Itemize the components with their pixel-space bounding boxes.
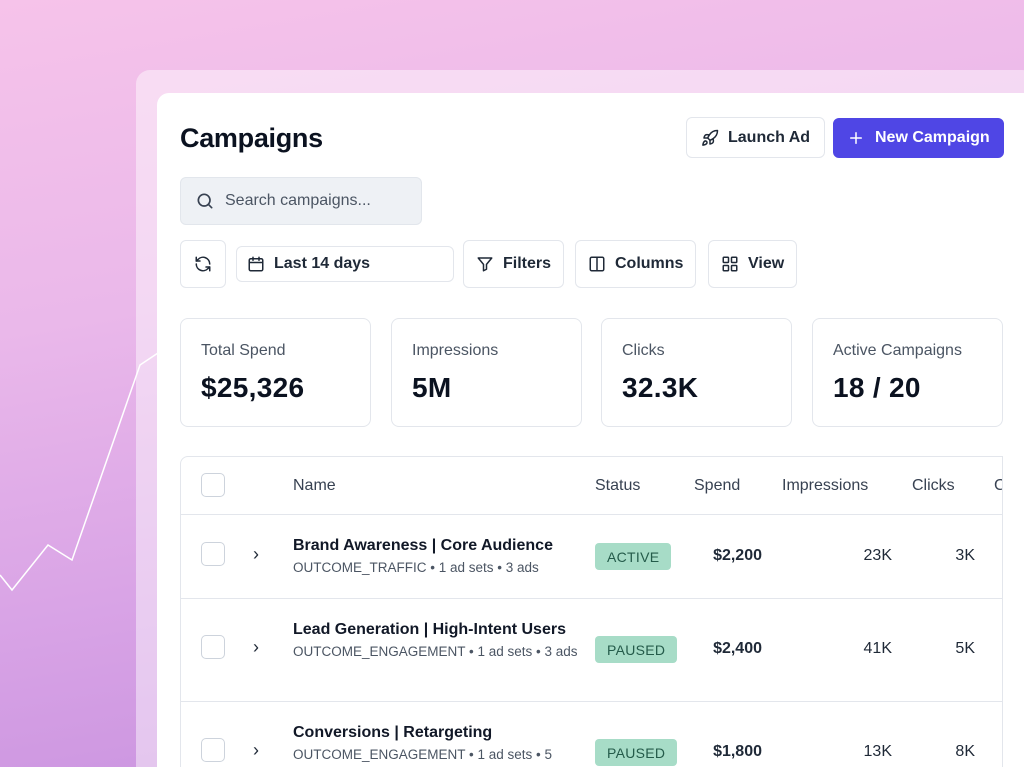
impressions-cell: 41K bbox=[863, 640, 892, 657]
spend-cell: $2,200 bbox=[713, 547, 762, 564]
row-checkbox[interactable] bbox=[201, 738, 225, 762]
stat-label: Active Campaigns bbox=[833, 342, 962, 359]
clicks-cell: 5K bbox=[955, 640, 975, 657]
stat-value: 32.3K bbox=[622, 372, 699, 403]
stat-label: Clicks bbox=[622, 342, 665, 359]
column-header-status[interactable]: Status bbox=[595, 477, 641, 494]
table-header: Name Status Spend Impressions Clicks C bbox=[181, 457, 1002, 515]
new-campaign-label: New Campaign bbox=[875, 129, 990, 146]
clicks-cell: 3K bbox=[955, 547, 975, 564]
status-badge: ACTIVE bbox=[595, 543, 672, 570]
filter-icon bbox=[477, 257, 493, 272]
chevron-right-icon[interactable]: › bbox=[253, 544, 259, 564]
date-range-button[interactable]: Last 14 days bbox=[236, 246, 454, 282]
launch-ad-button[interactable]: Launch Ad bbox=[686, 117, 826, 158]
stat-card-clicks: Clicks 32.3K bbox=[601, 318, 792, 427]
campaign-meta: OUTCOME_ENGAGEMENT • 1 ad sets • 3 ads bbox=[293, 644, 578, 659]
new-campaign-button[interactable]: New Campaign bbox=[833, 118, 1004, 158]
filters-label: Filters bbox=[503, 255, 552, 272]
filters-button[interactable]: Filters bbox=[463, 240, 565, 288]
column-header-more[interactable]: C bbox=[994, 477, 1002, 495]
column-header-impressions[interactable]: Impressions bbox=[782, 477, 869, 494]
grid-icon bbox=[722, 256, 738, 272]
calendar-icon bbox=[248, 256, 264, 272]
campaigns-card: Campaigns Launch Ad New Campaign Last bbox=[157, 93, 1024, 767]
status-badge: PAUSED bbox=[595, 636, 678, 663]
impressions-cell: 13K bbox=[863, 743, 892, 760]
columns-icon bbox=[589, 256, 605, 272]
rocket-icon bbox=[702, 129, 719, 146]
stat-card-total-spend: Total Spend $25,326 bbox=[180, 318, 371, 427]
status-badge: PAUSED bbox=[595, 739, 678, 766]
impressions-cell: 23K bbox=[863, 547, 892, 564]
stat-card-active-campaigns: Active Campaigns 18 / 20 bbox=[812, 318, 1003, 427]
campaign-meta: OUTCOME_TRAFFIC • 1 ad sets • 3 ads bbox=[293, 560, 539, 575]
table-row[interactable]: › Lead Generation | High-Intent Users OU… bbox=[181, 599, 1002, 702]
stat-value: 5M bbox=[412, 372, 452, 403]
table-row[interactable]: › Brand Awareness | Core Audience OUTCOM… bbox=[181, 515, 1002, 599]
row-checkbox[interactable] bbox=[201, 635, 225, 659]
refresh-button[interactable] bbox=[180, 240, 226, 288]
spend-cell: $1,800 bbox=[713, 743, 762, 760]
search-icon bbox=[197, 193, 213, 209]
refresh-icon bbox=[195, 256, 211, 272]
search-box bbox=[180, 177, 422, 225]
spend-cell: $2,400 bbox=[713, 640, 762, 657]
stat-value: 18 / 20 bbox=[833, 372, 921, 403]
campaigns-table: Name Status Spend Impressions Clicks C ›… bbox=[180, 456, 1003, 767]
stat-value: $25,326 bbox=[201, 372, 305, 403]
stat-card-impressions: Impressions 5M bbox=[391, 318, 582, 427]
clicks-cell: 8K bbox=[955, 743, 975, 760]
stat-label: Impressions bbox=[412, 342, 499, 359]
column-header-name[interactable]: Name bbox=[293, 477, 336, 494]
select-all-checkbox[interactable] bbox=[201, 473, 225, 497]
launch-ad-label: Launch Ad bbox=[728, 128, 811, 146]
page-title: Campaigns bbox=[180, 123, 323, 153]
chevron-right-icon[interactable]: › bbox=[253, 740, 259, 760]
campaign-name[interactable]: Brand Awareness | Core Audience bbox=[293, 537, 553, 554]
view-label: View bbox=[748, 255, 785, 272]
campaign-meta: OUTCOME_ENGAGEMENT • 1 ad sets • 5 bbox=[293, 747, 553, 762]
chevron-right-icon[interactable]: › bbox=[253, 637, 259, 657]
column-header-spend[interactable]: Spend bbox=[694, 477, 741, 494]
campaign-name[interactable]: Lead Generation | High-Intent Users bbox=[293, 621, 566, 638]
column-header-clicks[interactable]: Clicks bbox=[912, 477, 955, 494]
columns-button[interactable]: Columns bbox=[575, 240, 697, 288]
date-range-label: Last 14 days bbox=[274, 255, 371, 272]
table-row[interactable]: › Conversions | Retargeting OUTCOME_ENGA… bbox=[181, 702, 1002, 767]
search-input[interactable] bbox=[225, 192, 405, 210]
plus-icon bbox=[850, 132, 862, 144]
stat-label: Total Spend bbox=[201, 342, 286, 359]
columns-label: Columns bbox=[615, 255, 684, 272]
campaign-name[interactable]: Conversions | Retargeting bbox=[293, 724, 493, 741]
row-checkbox[interactable] bbox=[201, 542, 225, 566]
view-button[interactable]: View bbox=[708, 240, 798, 288]
